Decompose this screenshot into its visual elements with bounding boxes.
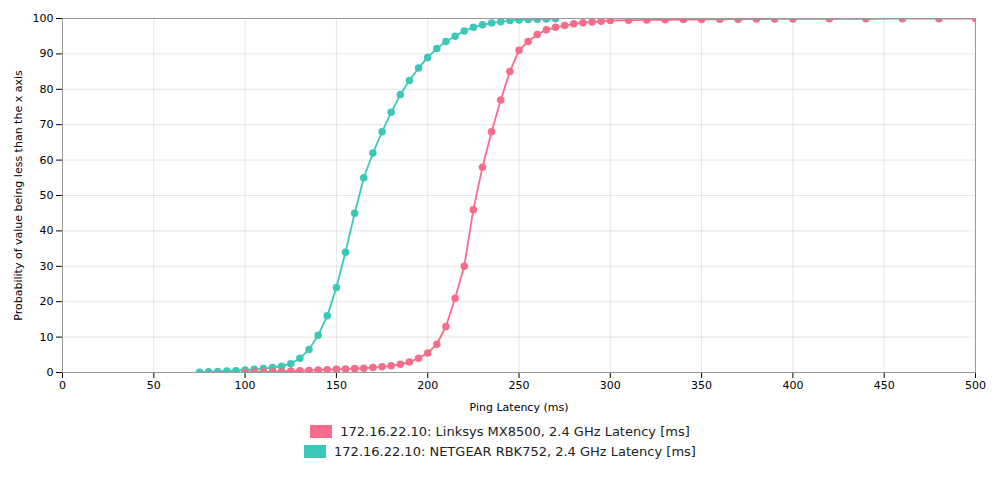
svg-text:20: 20 xyxy=(40,295,54,308)
svg-text:90: 90 xyxy=(40,47,54,60)
svg-text:500: 500 xyxy=(965,379,986,392)
svg-text:300: 300 xyxy=(600,379,621,392)
svg-text:30: 30 xyxy=(40,260,54,273)
svg-text:100: 100 xyxy=(33,12,54,25)
html-text:172.16.22.10: NETGEAR RBK752,: 172.16.22.10: NETGEAR RBK752, 2.4 GHz La… xyxy=(334,444,696,459)
svg-text:50: 50 xyxy=(147,379,161,392)
svg-text:70: 70 xyxy=(40,118,54,131)
svg-text:50: 50 xyxy=(40,189,54,202)
svg-text:80: 80 xyxy=(40,83,54,96)
svg-text:450: 450 xyxy=(874,379,895,392)
svg-text:150: 150 xyxy=(326,379,347,392)
svg-text:40: 40 xyxy=(40,224,54,237)
svg-text:Probability of value being les: Probability of value being less than the… xyxy=(12,70,25,321)
svg-text:350: 350 xyxy=(691,379,712,392)
svg-text:100: 100 xyxy=(235,379,256,392)
svg-text:Ping Latency (ms): Ping Latency (ms) xyxy=(470,401,569,414)
svg-text:60: 60 xyxy=(40,154,54,167)
svg-text:400: 400 xyxy=(782,379,803,392)
html-text:172.16.22.10: Linksys MX8500,: 172.16.22.10: Linksys MX8500, 2.4 GHz La… xyxy=(340,424,690,439)
svg-text:250: 250 xyxy=(509,379,530,392)
svg-text:10: 10 xyxy=(40,331,54,344)
svg-text:200: 200 xyxy=(417,379,438,392)
svg-text:0: 0 xyxy=(59,379,66,392)
svg-text:0: 0 xyxy=(47,366,54,379)
